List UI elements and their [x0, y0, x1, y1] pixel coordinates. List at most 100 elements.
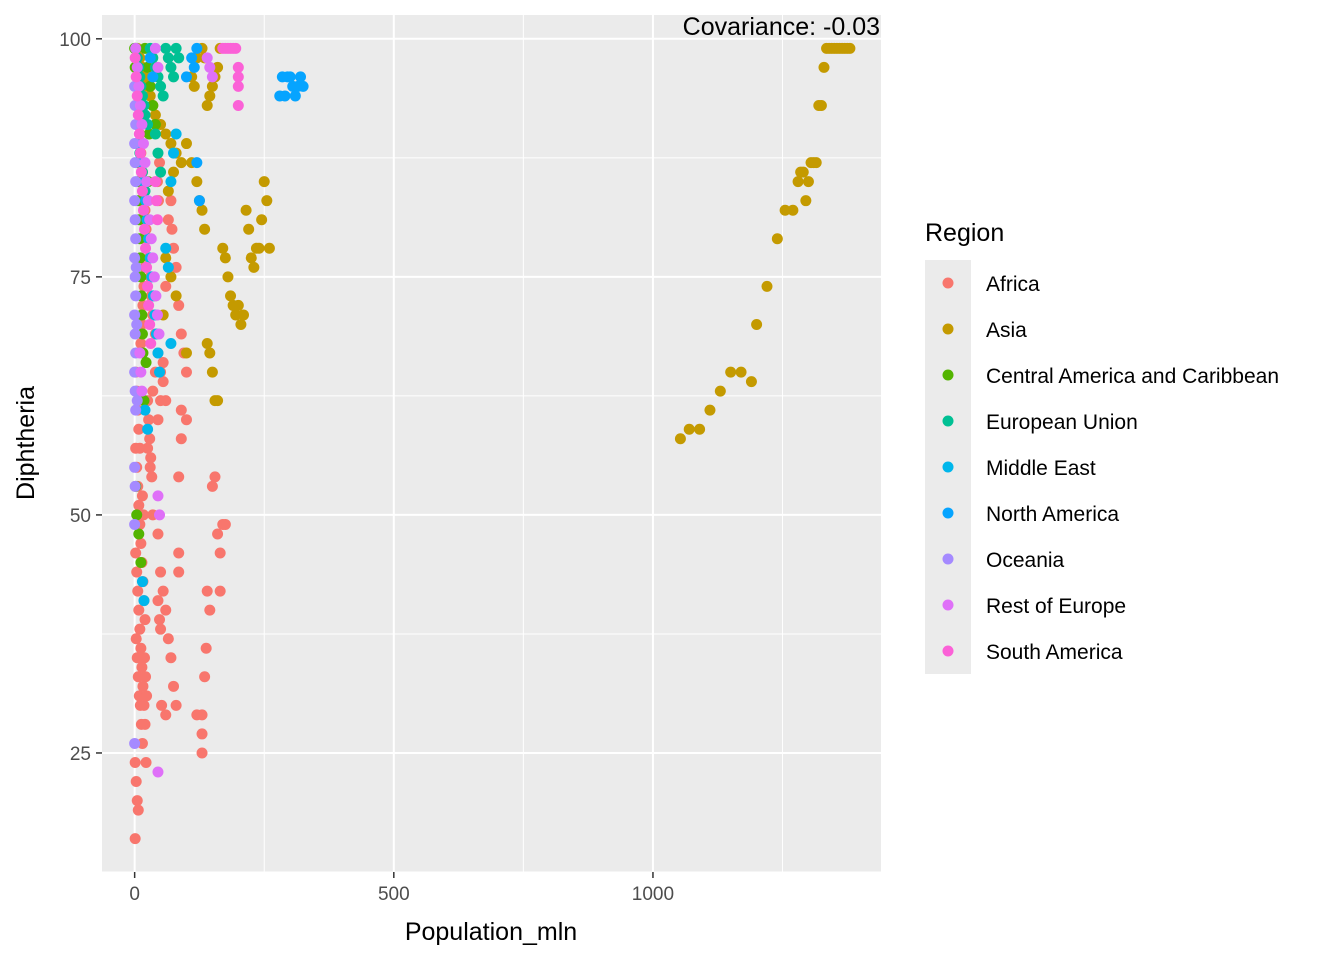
data-point	[155, 623, 167, 635]
data-point	[129, 309, 141, 321]
data-point	[196, 204, 208, 216]
data-point	[129, 518, 141, 530]
data-point	[173, 471, 185, 483]
x-tick-label: 0	[129, 884, 140, 905]
data-point	[193, 195, 205, 207]
data-point	[180, 366, 192, 378]
data-point	[704, 404, 716, 416]
data-point	[151, 309, 163, 321]
legend-label: Africa	[986, 273, 1040, 296]
data-point	[219, 518, 231, 530]
data-point	[155, 566, 167, 578]
data-point	[130, 71, 142, 83]
data-point	[145, 452, 157, 464]
legend-key	[942, 553, 954, 565]
data-point	[196, 747, 208, 759]
data-point	[212, 528, 224, 540]
data-point	[165, 176, 177, 188]
data-point	[170, 261, 182, 273]
legend-label: Oceania	[986, 549, 1065, 572]
legend: Region Africa Asia Central America and Car…	[925, 219, 1279, 674]
legend-label: Central America and Caribbean	[986, 365, 1279, 388]
data-point	[276, 71, 288, 83]
data-point	[173, 299, 185, 311]
data-point	[206, 366, 218, 378]
data-point	[152, 528, 164, 540]
data-point	[170, 290, 182, 302]
data-point	[162, 52, 174, 64]
data-point	[133, 528, 145, 540]
data-point	[130, 42, 142, 54]
data-point	[166, 223, 178, 235]
data-point	[191, 709, 203, 721]
data-point	[725, 366, 737, 378]
data-point	[735, 366, 747, 378]
covariance-annotation: Covariance: -0.03	[683, 13, 880, 41]
data-point	[132, 804, 144, 816]
data-point	[180, 138, 192, 150]
data-point	[173, 566, 185, 578]
data-point	[142, 61, 154, 73]
data-point	[165, 338, 177, 350]
data-point	[129, 480, 141, 492]
data-point	[230, 309, 242, 321]
data-point	[200, 642, 212, 654]
data-point	[141, 176, 153, 188]
data-point	[237, 309, 249, 321]
data-point	[133, 80, 145, 92]
x-axis-ticks: 0 500 1000	[129, 872, 674, 905]
data-point	[136, 385, 148, 397]
data-point	[132, 585, 144, 597]
legend-label: North America	[986, 503, 1119, 526]
data-point	[145, 338, 157, 350]
data-point	[168, 242, 180, 254]
data-point	[180, 347, 192, 359]
data-point	[683, 423, 695, 435]
data-point	[295, 71, 307, 83]
data-point	[157, 376, 169, 388]
legend-title: Region	[925, 219, 1004, 247]
data-point	[751, 318, 763, 330]
data-point	[143, 414, 155, 426]
data-point	[131, 566, 143, 578]
data-point	[131, 90, 143, 102]
data-point	[168, 71, 180, 83]
data-point	[138, 699, 150, 711]
data-point	[225, 290, 237, 302]
data-point	[135, 537, 147, 549]
data-point	[133, 423, 145, 435]
data-point	[186, 52, 198, 64]
data-point	[761, 280, 773, 292]
data-point	[212, 395, 224, 407]
data-point	[142, 423, 154, 435]
legend-label: South America	[986, 641, 1123, 664]
data-point	[141, 690, 153, 702]
data-point	[134, 623, 146, 635]
data-point	[180, 71, 192, 83]
data-point	[146, 471, 158, 483]
data-point	[143, 299, 155, 311]
data-point	[140, 756, 152, 768]
data-point	[133, 499, 145, 511]
data-point	[131, 395, 143, 407]
data-point	[204, 347, 216, 359]
data-point	[144, 461, 156, 473]
data-point	[131, 61, 143, 73]
data-point	[142, 195, 154, 207]
data-point	[162, 261, 174, 273]
data-point	[204, 90, 216, 102]
data-point	[144, 90, 156, 102]
data-point	[132, 109, 144, 121]
data-point	[129, 737, 141, 749]
data-point	[140, 671, 152, 683]
data-point	[214, 547, 226, 559]
data-point	[180, 414, 192, 426]
data-point	[144, 214, 156, 226]
data-point	[160, 42, 172, 54]
data-point	[160, 604, 172, 616]
data-point	[263, 242, 275, 254]
data-point	[129, 271, 141, 283]
data-point	[674, 433, 686, 445]
data-point	[155, 395, 167, 407]
data-point	[844, 42, 856, 54]
